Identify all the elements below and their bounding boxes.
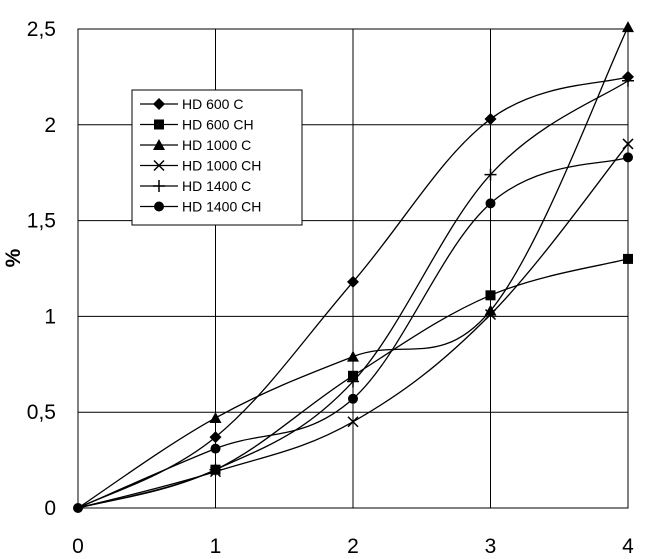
y-tick-label: 0,5 [27, 401, 56, 424]
series-line-hd-1400-ch [77, 156, 629, 509]
data-point-hd-1000-c [484, 304, 497, 316]
series-line-hd-1000-ch [77, 143, 629, 509]
data-point-hd-1400-c [484, 168, 497, 181]
series-hd-600-c [77, 70, 634, 509]
series-line-hd-1400-c [77, 80, 629, 509]
legend-label: HD 1400 C [182, 178, 251, 194]
legend-marker-plus [153, 180, 165, 192]
series-hd-1400-c [77, 74, 634, 509]
data-point-hd-1400-c [347, 375, 359, 388]
legend-marker-x [153, 159, 165, 172]
y-tick-label: 1,5 [27, 210, 56, 233]
series-hd-1000-c [77, 21, 634, 509]
y-tick-label: 2,5 [27, 18, 56, 41]
legend-item-hd-1400-ch: HD 1400 CH [140, 199, 261, 215]
legend-marker-square [154, 119, 164, 130]
legend-item-hd-1000-ch: HD 1000 CH [140, 158, 261, 174]
legend-item-hd-1400-c: HD 1400 C [140, 178, 251, 194]
data-point-hd-1000-c [209, 411, 222, 423]
tick-labels: 0 0,5 1 1,5 2 2,5 0 1 2 3 4 [27, 18, 634, 558]
legend-label: HD 1000 C [182, 137, 251, 153]
data-point-hd-1400-ch [210, 443, 221, 454]
y-axis-title: % [2, 248, 25, 267]
data-point-hd-1400-c [209, 463, 222, 476]
legend-marker-circle [154, 201, 164, 212]
data-point-origin [73, 503, 83, 513]
legend-item-hd-600-c: HD 600 C [140, 96, 243, 112]
x-tick-label: 3 [485, 535, 497, 558]
legend-item-hd-600-ch: HD 600 CH [140, 117, 254, 133]
data-point-hd-1400-ch [623, 152, 633, 163]
legend-label: HD 600 C [182, 96, 243, 112]
x-tick-label: 4 [622, 535, 634, 558]
legend-label: HD 600 CH [182, 117, 254, 133]
x-tick-label: 1 [210, 535, 222, 558]
legend-item-hd-1000-c: HD 1000 C [140, 137, 251, 153]
grid [77, 28, 629, 509]
legend: HD 600 C HD 600 CH HD 1000 C HD 1000 CH HD 1… [131, 89, 303, 226]
data-point-hd-1400-c [622, 74, 634, 87]
legend-marker-triangle [153, 139, 165, 150]
data-point-hd-600-c [209, 431, 222, 444]
data-point-hd-1000-ch [622, 138, 634, 150]
data-point-hd-1000-ch [484, 308, 497, 321]
series-group [73, 21, 634, 513]
series-line-hd-1000-c [77, 26, 629, 509]
data-point-hd-600-c [484, 113, 497, 126]
y-tick-label: 1 [44, 305, 56, 328]
legend-label: HD 1400 CH [182, 199, 261, 215]
data-point-hd-600-ch [485, 290, 496, 301]
legend-label: HD 1000 CH [182, 158, 261, 174]
data-point-hd-1400-ch [348, 393, 358, 404]
x-tick-label: 2 [347, 535, 359, 558]
data-point-hd-1000-c [347, 350, 359, 362]
y-tick-label: 0 [44, 497, 56, 520]
data-point-hd-600-ch [623, 253, 633, 264]
y-tick-label: 2 [44, 114, 56, 137]
plot-frame [77, 28, 629, 509]
data-point-hd-1000-ch [347, 416, 359, 428]
data-point-hd-600-c [347, 275, 359, 288]
legend-marker-diamond [153, 98, 165, 110]
x-tick-label: 0 [72, 535, 84, 558]
series-hd-1400-ch [77, 152, 633, 509]
data-point-hd-1400-ch [485, 198, 496, 209]
data-point-hd-1000-c [622, 21, 634, 33]
